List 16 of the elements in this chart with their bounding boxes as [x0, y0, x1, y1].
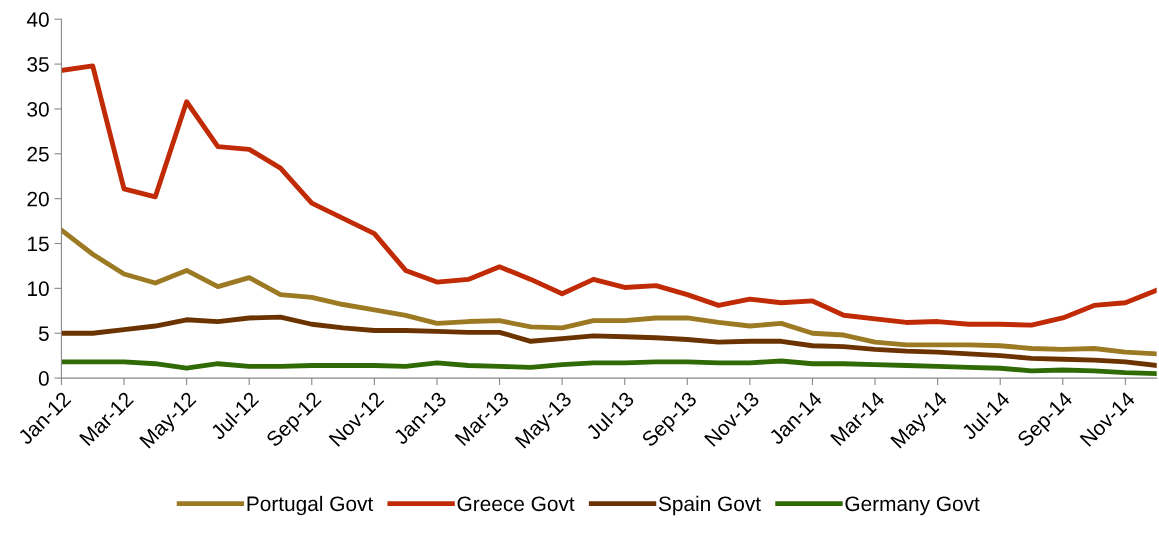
y-tick-label: 10	[28, 281, 49, 297]
y-tick-label: 20	[27, 191, 49, 207]
legend-label: Portugal Govt	[247, 495, 374, 516]
y-tick-label: 15	[28, 236, 49, 252]
y-tick-label: 30	[27, 101, 49, 117]
line-series	[61, 63, 1157, 328]
y-tick-label: 25	[27, 146, 49, 162]
line-series	[61, 227, 1157, 357]
legend-label: Germany Govt	[845, 496, 980, 516]
y-tick-label: 40	[26, 12, 49, 27]
line-series	[61, 314, 1157, 368]
legend-label: Greece Govt	[457, 496, 575, 512]
y-tick-label: 5	[38, 326, 49, 341]
y-tick-label: 35	[27, 57, 49, 72]
y-tick-label: 0	[38, 371, 49, 386]
legend-label: Spain Govt	[658, 495, 761, 516]
